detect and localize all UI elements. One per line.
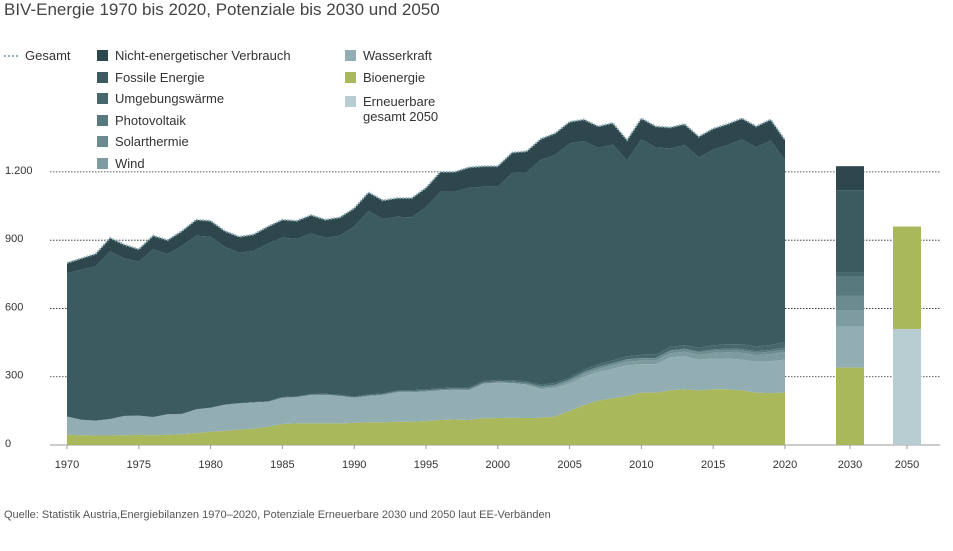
legend-swatch <box>97 158 108 169</box>
legend-item: Fossile Energie <box>97 70 205 85</box>
legend-item: Solarthermie <box>97 134 189 149</box>
legend-swatch <box>345 50 356 61</box>
area <box>67 356 785 436</box>
x-tick-label: 2030 <box>838 459 862 471</box>
bar-segment <box>836 326 864 368</box>
x-tick-label: 1970 <box>55 459 79 471</box>
chart: 0 300 600 900 1.200 1970 1975 1980 1985 1990 1995 2… <box>5 117 940 471</box>
x-tick-label: 1975 <box>127 459 151 471</box>
bar-segment <box>893 226 921 329</box>
legend-swatch <box>4 55 18 57</box>
legend-label: Wasserkraft <box>363 48 432 63</box>
legend-item: Wind <box>97 156 145 171</box>
legend-label: Erneuerbare gesamt 2050 <box>363 94 439 125</box>
legend-item: Nicht-energetischer Verbrauch <box>97 48 291 63</box>
legend-item: Photovoltaik <box>97 113 186 128</box>
area <box>67 351 785 421</box>
legend-label: Umgebungswärme <box>115 91 225 107</box>
legend-label: Photovoltaik <box>115 112 186 128</box>
area <box>67 118 785 274</box>
bar-segment <box>836 276 864 296</box>
legend-swatch <box>97 136 108 148</box>
bar-segment <box>893 328 921 445</box>
legend-swatch <box>97 114 108 126</box>
x-tick-label: 1995 <box>414 459 438 471</box>
legend-swatch <box>97 93 108 105</box>
source: Quelle: Statistik Austria,Energiebilanze… <box>4 509 551 521</box>
x-tick-label: 2020 <box>773 459 797 471</box>
y-tick-label: 600 <box>5 301 23 313</box>
x-tick-label: 2015 <box>701 459 725 471</box>
x-tick-label: 1990 <box>342 459 366 471</box>
legend-item: Erneuerbare gesamt 2050 <box>345 94 455 124</box>
x-tick-label: 1985 <box>270 459 294 471</box>
bar-segment <box>836 190 864 273</box>
y-tick-label: 1.200 <box>5 165 33 177</box>
legend-label: Fossile Energie <box>115 69 205 85</box>
bar-segment <box>836 367 864 445</box>
x-tick-label: 1980 <box>198 459 222 471</box>
area <box>67 139 785 421</box>
legend-item: Umgebungswärme <box>97 91 224 106</box>
legend-label: Nicht-energetischer Verbrauch <box>115 48 291 63</box>
y-tick-label: 900 <box>5 233 23 245</box>
legend-swatch <box>345 96 356 108</box>
legend-label: Wind <box>115 156 145 171</box>
bar-segment <box>836 166 864 191</box>
x-tick-label: 2010 <box>629 459 653 471</box>
bar-segment <box>836 295 864 311</box>
area <box>67 389 785 445</box>
legend-label: Solarthermie <box>115 134 189 150</box>
legend-label: Bioenergie <box>363 69 426 85</box>
legend-item: Gesamt <box>4 48 71 63</box>
total-line <box>66 117 786 264</box>
legend-item: Bioenergie <box>345 70 425 85</box>
y-tick-label: 300 <box>5 370 23 382</box>
legend-label: Gesamt <box>25 48 71 63</box>
legend-swatch <box>97 71 108 83</box>
legend-swatch <box>97 50 108 61</box>
x-tick-label: 2050 <box>895 459 919 471</box>
chart-title: BIV-Energie 1970 bis 2020, Potenziale bi… <box>4 0 440 19</box>
bar-segment <box>836 310 864 327</box>
legend-item: Wasserkraft <box>345 48 432 63</box>
x-tick-label: 2005 <box>557 459 581 471</box>
legend-swatch <box>345 71 356 83</box>
y-tick-label: 0 <box>5 438 11 450</box>
bar-segment <box>836 272 864 277</box>
x-tick-label: 2000 <box>486 459 510 471</box>
